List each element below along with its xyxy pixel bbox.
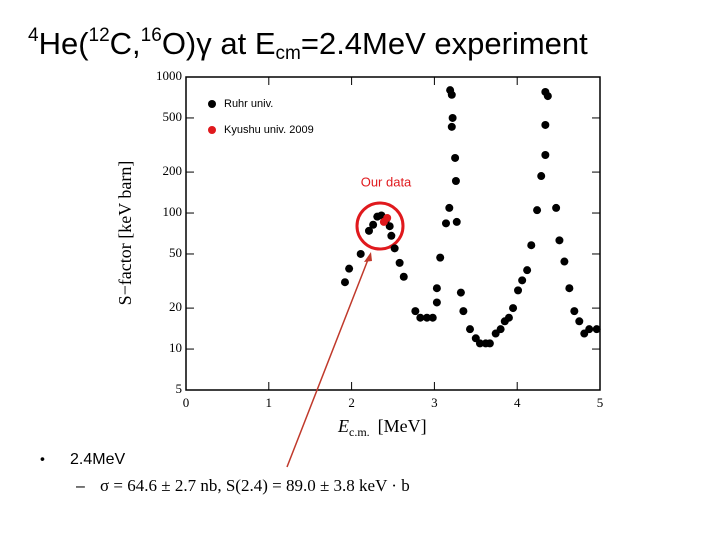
data-point bbox=[387, 231, 396, 240]
data-point bbox=[560, 257, 569, 266]
data-point bbox=[422, 313, 431, 322]
title-part: 16 bbox=[141, 25, 162, 46]
legend-marker bbox=[208, 100, 216, 108]
data-point bbox=[523, 266, 532, 275]
x-tick-label: 2 bbox=[348, 395, 355, 410]
data-point bbox=[451, 176, 460, 185]
y-axis-label: S−factor [keV barn] bbox=[115, 161, 135, 306]
data-point bbox=[385, 222, 394, 231]
title-part: 4 bbox=[28, 25, 39, 46]
x-axis-label: Ec.m. [MeV] bbox=[337, 416, 427, 439]
y-tick-label: 200 bbox=[163, 163, 183, 178]
data-point bbox=[504, 313, 513, 322]
data-point bbox=[395, 258, 404, 267]
data-point bbox=[485, 339, 494, 348]
y-tick-label: 5 bbox=[176, 381, 183, 396]
arrow-head bbox=[364, 252, 372, 262]
legend-label: Ruhr univ. bbox=[224, 98, 273, 110]
data-point bbox=[451, 153, 460, 162]
title-part: 12 bbox=[89, 25, 110, 46]
y-tick-label: 50 bbox=[169, 245, 182, 260]
y-tick-label: 500 bbox=[163, 109, 183, 124]
data-point bbox=[428, 313, 437, 322]
data-point bbox=[575, 317, 584, 326]
data-point bbox=[447, 122, 456, 131]
y-tick-label: 10 bbox=[169, 340, 182, 355]
highlight-circle bbox=[355, 201, 405, 251]
x-label-part: E bbox=[337, 416, 349, 436]
data-point bbox=[541, 120, 550, 129]
x-tick-label: 4 bbox=[514, 395, 521, 410]
sub-bullet-marker: – bbox=[76, 478, 85, 495]
legend-label: Kyushu univ. 2009 bbox=[224, 124, 314, 136]
annotation: Our data bbox=[361, 174, 412, 189]
title-part: O)γ at E bbox=[162, 26, 276, 61]
data-point bbox=[448, 113, 457, 122]
data-point bbox=[345, 264, 354, 273]
data-point bbox=[399, 272, 408, 281]
data-point bbox=[537, 172, 546, 181]
data-point bbox=[432, 284, 441, 293]
data-point bbox=[518, 276, 527, 285]
legend-marker bbox=[208, 126, 216, 134]
data-point bbox=[340, 278, 349, 287]
x-tick-label: 1 bbox=[266, 395, 273, 410]
plot-frame bbox=[185, 76, 601, 391]
y-tick-label: 20 bbox=[169, 299, 182, 314]
data-point bbox=[509, 304, 518, 313]
data-point bbox=[541, 151, 550, 160]
data-point bbox=[441, 219, 450, 228]
y-tick-label: 1000 bbox=[156, 68, 182, 83]
y-tick-label: 100 bbox=[163, 204, 183, 219]
data-point bbox=[585, 325, 594, 334]
data-point bbox=[416, 313, 425, 322]
slide-title: 4He(12C,16O)γ at Ecm=2.4MeV experiment bbox=[28, 25, 588, 64]
data-point bbox=[541, 87, 550, 96]
data-point bbox=[456, 288, 465, 297]
formula: σ = 64.6 ± 2.7 nb, S(2.4) = 89.0 ± 3.8 k… bbox=[100, 476, 410, 495]
title-part: He( bbox=[39, 26, 90, 61]
data-point bbox=[459, 307, 468, 316]
data-point bbox=[383, 213, 392, 222]
data-point bbox=[592, 325, 601, 334]
data-point bbox=[475, 339, 484, 348]
x-label-part: c.m. bbox=[349, 425, 370, 439]
data-point bbox=[364, 226, 373, 235]
data-point bbox=[496, 325, 505, 334]
data-point bbox=[533, 206, 542, 215]
x-tick-label: 3 bbox=[431, 395, 438, 410]
data-point bbox=[369, 220, 378, 229]
data-point bbox=[555, 236, 564, 245]
data-point bbox=[514, 286, 523, 295]
data-point bbox=[565, 284, 574, 293]
data-point bbox=[452, 217, 461, 226]
title-part: cm bbox=[276, 43, 301, 64]
data-point bbox=[466, 325, 475, 334]
arrow-line bbox=[286, 256, 370, 468]
x-tick-label: 5 bbox=[597, 395, 604, 410]
data-point bbox=[552, 203, 561, 212]
data-point bbox=[411, 307, 420, 316]
data-point bbox=[356, 249, 365, 258]
x-tick-label: 0 bbox=[183, 395, 190, 410]
x-label-part: [MeV] bbox=[378, 416, 427, 436]
data-point bbox=[570, 307, 579, 316]
data-point bbox=[432, 298, 441, 307]
title-part: =2.4MeV experiment bbox=[301, 26, 588, 61]
title-part: C, bbox=[110, 26, 141, 61]
data-point bbox=[447, 90, 456, 99]
data-point bbox=[436, 253, 445, 262]
bullet-text: 2.4MeV bbox=[70, 451, 125, 468]
data-point bbox=[445, 203, 454, 212]
bullet-marker: • bbox=[40, 451, 45, 467]
data-point bbox=[390, 244, 399, 253]
data-point bbox=[527, 241, 536, 250]
